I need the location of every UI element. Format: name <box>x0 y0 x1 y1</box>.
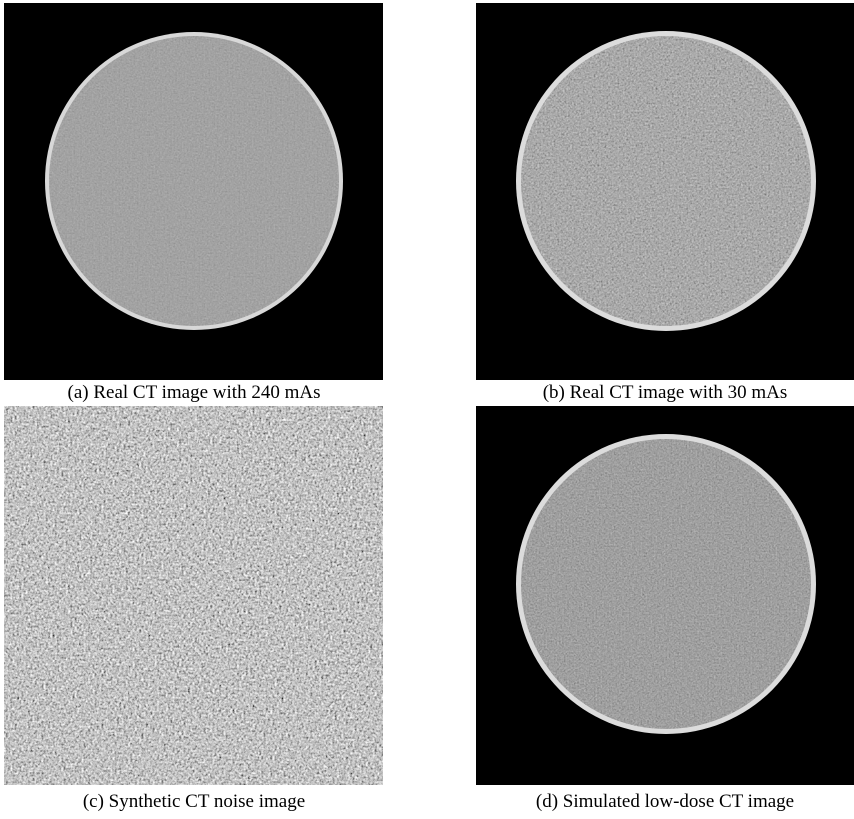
caption: (d) Simulated low-dose CT image <box>455 791 854 813</box>
noise-image-c <box>4 406 383 785</box>
ct-image-b <box>476 3 854 380</box>
caption: (c) Synthetic CT noise image <box>0 791 404 813</box>
caption: (b) Real CT image with 30 mAs <box>455 382 854 404</box>
ct-image-a <box>4 3 383 380</box>
caption: (a) Real CT image with 240 mAs <box>0 382 404 404</box>
figure-page: (a) Real CT image with 240 mAs (b) Real … <box>0 0 854 819</box>
ct-image-d <box>476 406 854 785</box>
